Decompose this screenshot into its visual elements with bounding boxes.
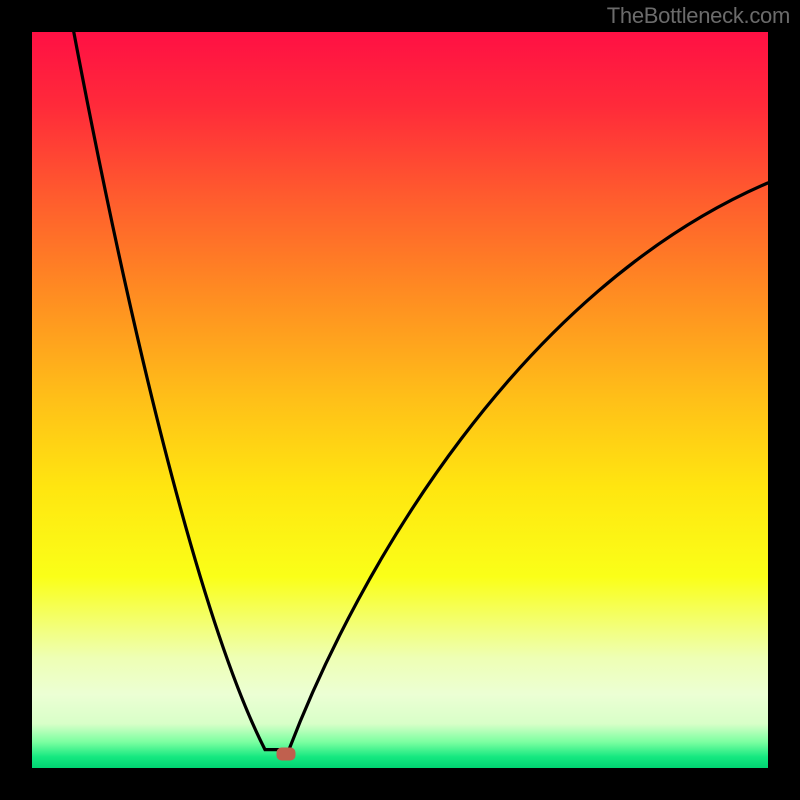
plot-area	[32, 32, 768, 768]
curve-path	[71, 17, 768, 749]
bottleneck-curve	[32, 32, 768, 768]
watermark-text: TheBottleneck.com	[607, 3, 790, 29]
optimal-point-marker	[277, 748, 296, 761]
